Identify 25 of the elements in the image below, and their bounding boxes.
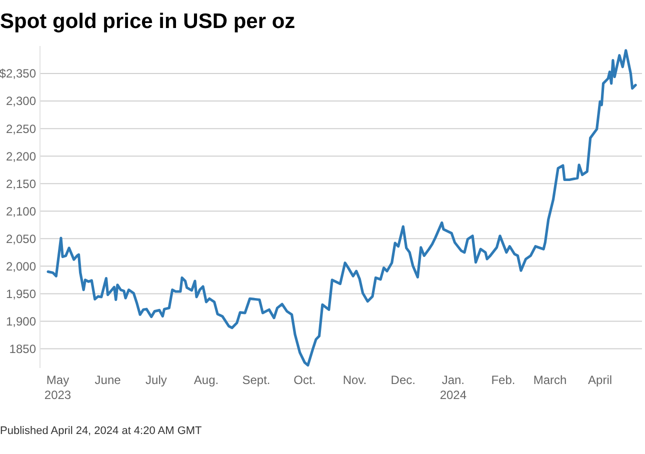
x-tick-label: Feb. — [491, 373, 516, 387]
x-tick-label: Sept. — [242, 373, 270, 387]
y-tick-label: 2,000 — [6, 259, 36, 274]
y-tick-label: 1850 — [9, 342, 36, 356]
y-tick-label: 2,300 — [6, 94, 36, 108]
y-tick-label: 1,900 — [6, 314, 36, 328]
x-tick-label: June — [94, 373, 122, 387]
chart-title: Spot gold price in USD per oz — [0, 10, 296, 33]
x-tick-label: May 2023 — [44, 373, 72, 402]
y-tick-label: 2,250 — [6, 122, 36, 136]
x-tick-label: July — [146, 373, 167, 387]
y-tick-label: 2,200 — [6, 149, 36, 164]
y-tick-label: 2,150 — [6, 176, 36, 191]
y-tick-label: 1,950 — [6, 286, 36, 301]
x-tick-label: Jan. 2024 — [440, 373, 467, 402]
text: Published April 24, 2024 at 4:20 AM GMT — [0, 425, 202, 437]
y-tick-label: 2,050 — [6, 232, 36, 246]
line-series — [46, 49, 637, 367]
x-tick-label: March — [533, 373, 567, 387]
x-tick-label: Oct. — [294, 373, 316, 387]
x-tick-label: April — [588, 373, 612, 387]
x-tick-label: Nov. — [342, 373, 367, 387]
y-tick-label: 2,100 — [6, 204, 36, 218]
x-tick-label: Dec. — [390, 373, 416, 387]
x-tick-label: Aug. — [194, 373, 219, 387]
